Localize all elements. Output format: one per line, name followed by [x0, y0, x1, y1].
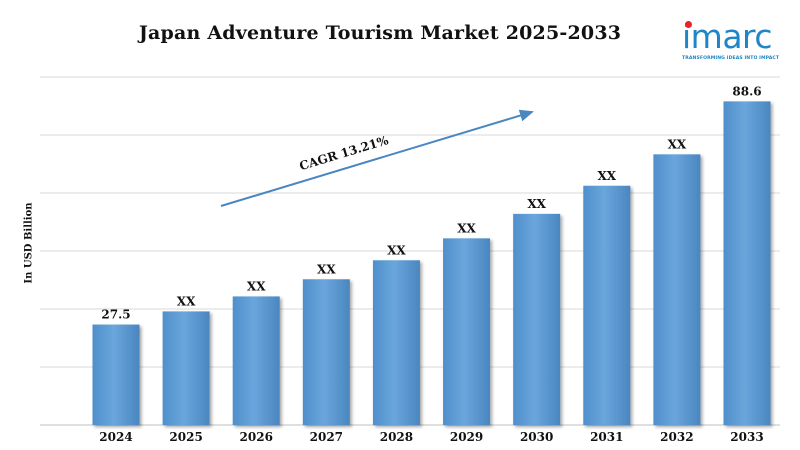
- x-tick-2026: 2026: [240, 430, 273, 444]
- bar-2025: [162, 311, 210, 425]
- data-label-2025: XX: [177, 294, 196, 308]
- bar-2026: [232, 296, 280, 425]
- x-tick-2028: 2028: [380, 430, 413, 444]
- logo-wordmark: imarc: [682, 17, 773, 56]
- logo-tagline: TRANSFORMING IDEAS INTO IMPACT: [682, 56, 780, 61]
- data-label-2024: 27.5: [101, 308, 130, 322]
- x-tick-2031: 2031: [590, 430, 623, 444]
- imarc-logo: imarc TRANSFORMING IDEAS INTO IMPACT: [682, 18, 794, 68]
- logo-dot: [685, 21, 692, 28]
- bar-2031: [583, 185, 631, 425]
- x-tick-2029: 2029: [450, 430, 483, 444]
- bar-2024: [92, 324, 140, 425]
- x-tick-2033: 2033: [730, 430, 763, 444]
- data-label-2033: 88.6: [732, 84, 761, 98]
- data-label-2032: XX: [668, 137, 687, 151]
- data-label-2029: XX: [457, 221, 476, 235]
- x-tick-2025: 2025: [169, 430, 202, 444]
- cagr-label: CAGR 13.21%: [298, 133, 391, 173]
- data-label-2028: XX: [387, 243, 406, 257]
- bar-2028: [372, 260, 420, 425]
- cagr-annotation: CAGR 13.21%: [220, 109, 534, 207]
- x-tick-2024: 2024: [99, 430, 132, 444]
- bar-2029: [443, 238, 491, 425]
- x-tick-2030: 2030: [520, 430, 553, 444]
- data-label-2026: XX: [247, 279, 266, 293]
- bar-2030: [513, 213, 561, 425]
- cagr-arrow: [220, 109, 534, 207]
- bar-2032: [653, 154, 701, 425]
- bar-2027: [302, 279, 350, 425]
- data-label-2031: XX: [597, 169, 616, 183]
- bars: [92, 101, 771, 426]
- data-label-2027: XX: [317, 262, 336, 276]
- x-tick-2027: 2027: [310, 430, 343, 444]
- bar-2033: [723, 101, 771, 426]
- chart-title: Japan Adventure Tourism Market 2025-2033: [138, 22, 622, 44]
- x-tick-2032: 2032: [660, 430, 693, 444]
- data-label-2030: XX: [527, 197, 546, 211]
